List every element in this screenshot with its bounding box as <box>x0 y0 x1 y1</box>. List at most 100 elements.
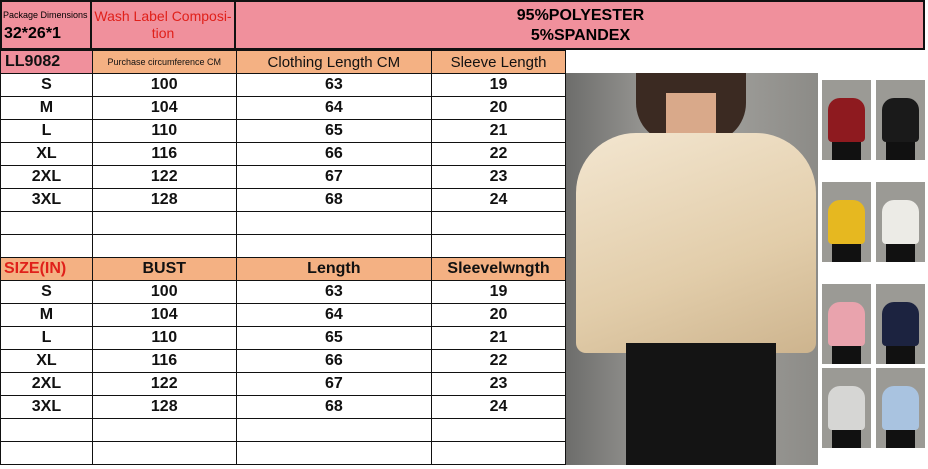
table-cell: 63 <box>235 280 433 304</box>
color-variant-thumbnail[interactable] <box>876 182 925 262</box>
shirt-swatch <box>828 302 865 346</box>
table-cell: 67 <box>235 372 433 396</box>
color-variant-thumbnail[interactable] <box>822 182 871 262</box>
package-label: Package Dimensions <box>3 10 88 20</box>
table-row: S 100 63 19 <box>0 280 566 304</box>
table-cell: 24 <box>431 395 566 419</box>
shirt-swatch <box>882 386 919 430</box>
table-cell: 66 <box>235 142 433 166</box>
color-variant-thumbnail[interactable] <box>876 368 925 448</box>
table-cell <box>431 211 566 235</box>
table-cell: M <box>0 96 93 120</box>
skirt <box>886 142 915 160</box>
table-cell: 65 <box>235 326 433 350</box>
color-variant-thumbnail[interactable] <box>822 368 871 448</box>
composition-line-2: 5%SPANDEX <box>530 27 631 44</box>
table-cell: 23 <box>431 372 566 396</box>
table-cell: 64 <box>235 96 433 120</box>
composition: 95%POLYESTER 5%SPANDEX <box>236 4 925 48</box>
table-cell <box>431 418 566 442</box>
table-cell: 63 <box>235 73 433 97</box>
col-header: SIZE(IN) <box>0 257 93 281</box>
table-cell: M <box>0 303 93 327</box>
table-cell: 128 <box>91 188 237 212</box>
table-row: XL 116 66 22 <box>0 349 566 373</box>
table-row: S 100 63 19 <box>0 73 566 97</box>
size-table: LL9082 Purchase circumference CM Clothin… <box>0 50 566 465</box>
table-cell: 65 <box>235 119 433 143</box>
color-variants <box>822 80 926 465</box>
table-cell <box>235 211 433 235</box>
col-header: Clothing Length CM <box>235 50 433 74</box>
package-cell: Package Dimensions 32*26*1 <box>0 0 92 50</box>
table-cell: 21 <box>431 326 566 350</box>
shirt-swatch <box>882 200 919 244</box>
table-cell: S <box>0 280 93 304</box>
product-photo <box>566 73 818 465</box>
table-cell: 3XL <box>0 395 93 419</box>
color-variant-thumbnail[interactable] <box>822 284 871 364</box>
table-cell: 122 <box>91 372 237 396</box>
table-cell: L <box>0 119 93 143</box>
table-row: L 110 65 21 <box>0 326 566 350</box>
table-cell: 22 <box>431 142 566 166</box>
table-cell: 110 <box>91 326 237 350</box>
table-cell: 20 <box>431 303 566 327</box>
table-row: 3XL 128 68 24 <box>0 188 566 212</box>
col-header: Sleevelwngth <box>431 257 566 281</box>
table-cell: XL <box>0 142 93 166</box>
table-cell: 23 <box>431 165 566 189</box>
table-cell: 3XL <box>0 188 93 212</box>
table-cell: S <box>0 73 93 97</box>
table-cell: 64 <box>235 303 433 327</box>
table-header-in: SIZE(IN) BUST Length Sleevelwngth <box>0 257 566 281</box>
table-cell: 122 <box>91 165 237 189</box>
table-header-cm: LL9082 Purchase circumference CM Clothin… <box>0 50 566 74</box>
table-cell: 68 <box>235 395 433 419</box>
col-header: BUST <box>91 257 237 281</box>
skirt <box>886 430 915 448</box>
table-cell <box>235 234 433 258</box>
empty-row <box>0 441 566 465</box>
table-cell <box>0 441 93 465</box>
table-cell: 100 <box>91 73 237 97</box>
skirt <box>832 346 861 364</box>
table-cell: 19 <box>431 280 566 304</box>
wash-label: Wash Label Composi- tion <box>92 0 236 50</box>
table-cell: 100 <box>91 280 237 304</box>
table-cell: 67 <box>235 165 433 189</box>
table-row: 2XL 122 67 23 <box>0 165 566 189</box>
color-variant-thumbnail[interactable] <box>876 80 925 160</box>
model-number: LL9082 <box>0 50 93 74</box>
table-cell: 104 <box>91 303 237 327</box>
table-cell: 22 <box>431 349 566 373</box>
table-cell <box>235 418 433 442</box>
color-variant-thumbnail[interactable] <box>822 80 871 160</box>
table-cell <box>0 418 93 442</box>
table-cell: 2XL <box>0 165 93 189</box>
table-cell: 24 <box>431 188 566 212</box>
color-variant-thumbnail[interactable] <box>876 284 925 364</box>
table-cell <box>91 211 237 235</box>
table-cell: 19 <box>431 73 566 97</box>
table-cell: 116 <box>91 349 237 373</box>
table-row: L 110 65 21 <box>0 119 566 143</box>
table-cell <box>431 234 566 258</box>
col-header: Length <box>235 257 433 281</box>
empty-row <box>0 234 566 258</box>
skirt <box>832 430 861 448</box>
shirt-swatch <box>828 386 865 430</box>
table-cell <box>91 234 237 258</box>
table-cell: 104 <box>91 96 237 120</box>
col-header: Purchase circumference CM <box>91 50 237 74</box>
package-value: 32*26*1 <box>4 25 61 42</box>
empty-row <box>0 418 566 442</box>
composition-line-1: 95%POLYESTER <box>516 7 645 24</box>
shirt-swatch <box>882 98 919 142</box>
shirt-swatch <box>882 302 919 346</box>
table-cell <box>0 211 93 235</box>
table-row: XL 116 66 22 <box>0 142 566 166</box>
table-cell: 66 <box>235 349 433 373</box>
table-cell: 116 <box>91 142 237 166</box>
skirt <box>832 244 861 262</box>
